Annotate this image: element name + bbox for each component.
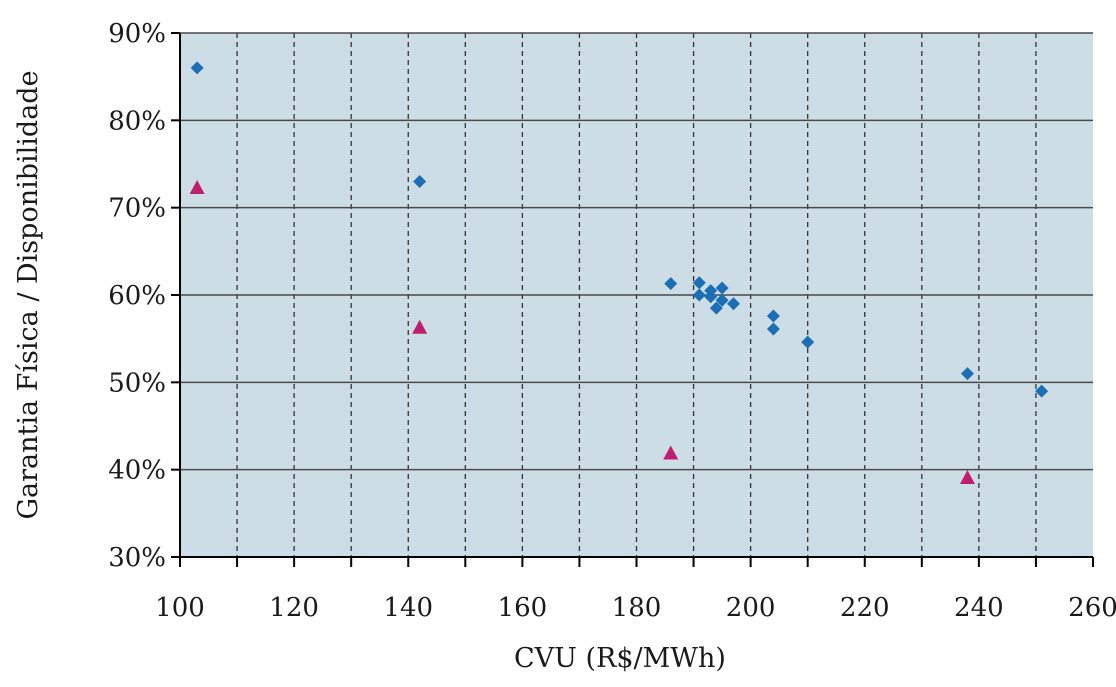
y-tick-label: 30% bbox=[108, 543, 166, 573]
diamond-marker bbox=[709, 301, 723, 315]
diamond-marker bbox=[692, 276, 706, 290]
diamond-marker bbox=[190, 61, 204, 75]
triangle-marker bbox=[663, 445, 679, 460]
x-tick-label: 200 bbox=[726, 593, 776, 623]
diamond-marker bbox=[766, 322, 780, 336]
y-tick-label: 90% bbox=[108, 19, 166, 49]
x-tick-label: 220 bbox=[840, 593, 890, 623]
x-tick-label: 240 bbox=[954, 593, 1004, 623]
y-tick-label: 60% bbox=[108, 281, 166, 311]
y-axis-title: Garantia Física / Disponibilidade bbox=[13, 70, 44, 519]
horizontal-gridlines bbox=[180, 32, 1093, 471]
x-tick-label: 140 bbox=[383, 593, 433, 623]
x-tick-label: 160 bbox=[498, 593, 548, 623]
y-tick-label: 80% bbox=[108, 106, 166, 136]
x-axis-title: CVU (R$/MWh) bbox=[514, 643, 726, 674]
x-tick-label: 120 bbox=[269, 593, 319, 623]
data-markers bbox=[189, 61, 1049, 484]
diamond-marker bbox=[413, 174, 427, 188]
diamond-marker bbox=[1035, 384, 1049, 398]
y-tick-label: 40% bbox=[108, 456, 166, 486]
triangle-marker bbox=[959, 470, 975, 484]
y-axis-ticks: 30% 40% 50% 60% 70% 80% 90% bbox=[108, 19, 180, 573]
y-tick-label: 50% bbox=[108, 368, 166, 398]
diamond-marker bbox=[664, 277, 678, 291]
triangle-marker bbox=[412, 319, 428, 334]
diamond-marker bbox=[704, 290, 718, 304]
x-tick-label: 100 bbox=[155, 593, 205, 623]
triangle-marker bbox=[189, 180, 205, 195]
x-tick-label: 260 bbox=[1068, 593, 1116, 623]
x-tick-label: 180 bbox=[612, 593, 662, 623]
y-tick-label: 70% bbox=[108, 194, 166, 224]
x-axis-ticks: 100 120 140 160 180 200 220 240 260 bbox=[155, 557, 1116, 623]
diamond-marker bbox=[766, 309, 780, 323]
diamond-marker bbox=[727, 297, 741, 311]
diamond-marker bbox=[715, 281, 729, 295]
diamond-marker bbox=[960, 367, 974, 381]
diamond-marker bbox=[692, 288, 706, 302]
diamond-marker bbox=[801, 335, 815, 349]
diamond-marker bbox=[715, 293, 729, 307]
